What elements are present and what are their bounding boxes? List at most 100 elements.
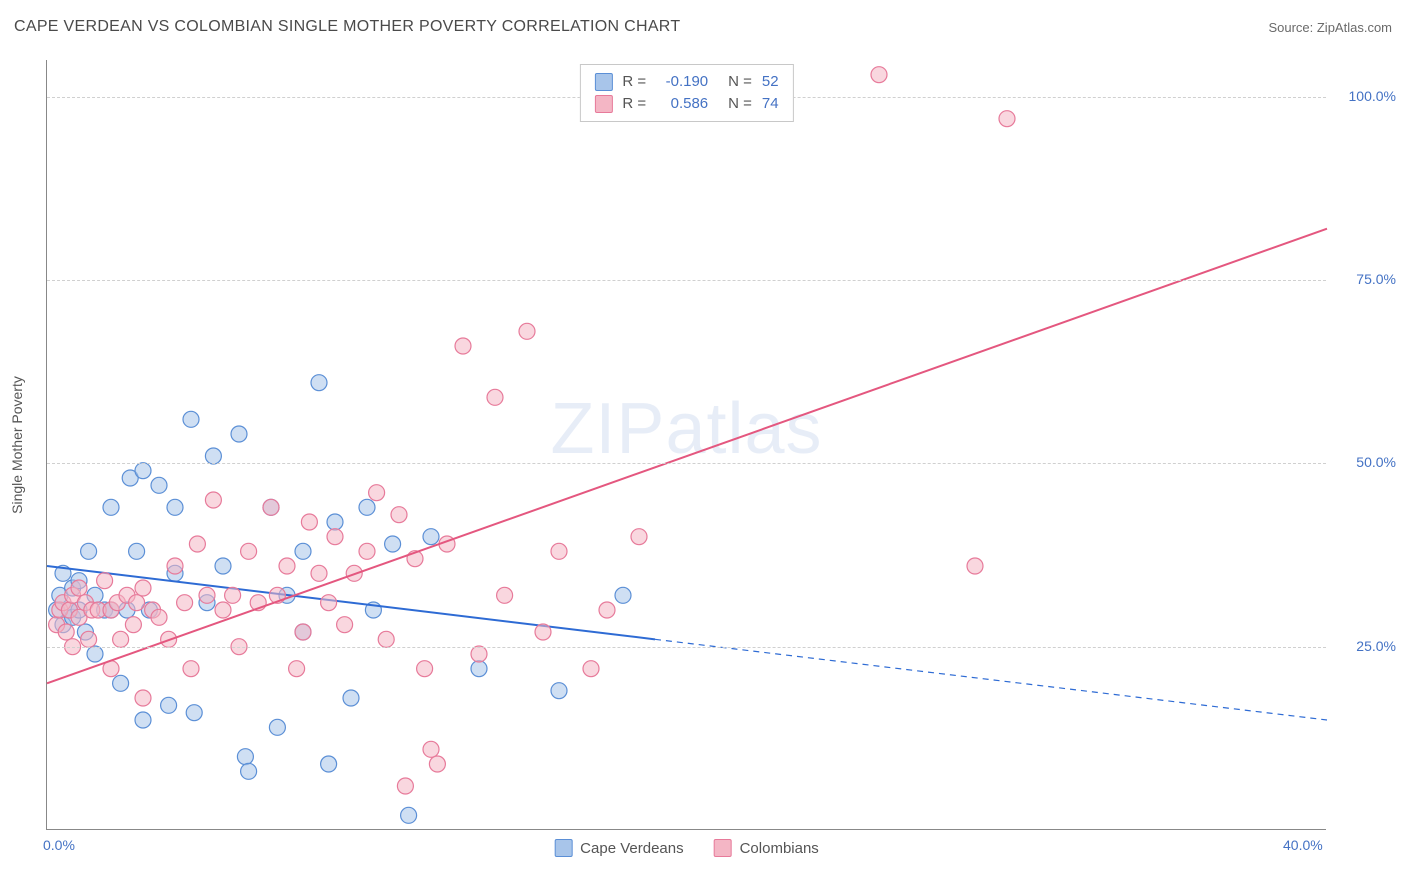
data-point bbox=[215, 602, 231, 618]
legend-swatch-icon bbox=[594, 95, 612, 113]
legend-swatch-icon bbox=[554, 839, 572, 857]
legend-swatch-icon bbox=[594, 73, 612, 91]
gridline bbox=[47, 647, 1326, 648]
data-point bbox=[999, 111, 1015, 127]
data-point bbox=[471, 661, 487, 677]
data-point bbox=[551, 543, 567, 559]
n-label: N = bbox=[728, 93, 752, 115]
data-point bbox=[87, 646, 103, 662]
data-point bbox=[177, 595, 193, 611]
y-tick-label: 75.0% bbox=[1336, 271, 1396, 287]
data-point bbox=[295, 543, 311, 559]
data-point bbox=[311, 375, 327, 391]
data-point bbox=[378, 631, 394, 647]
legend-swatch-icon bbox=[714, 839, 732, 857]
data-point bbox=[321, 756, 337, 772]
r-value: 0.586 bbox=[656, 93, 708, 115]
data-point bbox=[135, 712, 151, 728]
r-label: R = bbox=[622, 93, 646, 115]
data-point bbox=[167, 558, 183, 574]
data-point bbox=[225, 587, 241, 603]
data-point bbox=[129, 543, 145, 559]
data-point bbox=[81, 631, 97, 647]
data-point bbox=[135, 463, 151, 479]
data-point bbox=[295, 624, 311, 640]
legend-correlation: R = -0.190 N = 52 R = 0.586 N = 74 bbox=[579, 64, 793, 122]
trend-line bbox=[47, 229, 1327, 684]
source-label: Source: ZipAtlas.com bbox=[1268, 20, 1392, 35]
data-point bbox=[497, 587, 513, 603]
n-label: N = bbox=[728, 71, 752, 93]
data-point bbox=[151, 609, 167, 625]
data-point bbox=[519, 323, 535, 339]
data-point bbox=[161, 697, 177, 713]
data-point bbox=[423, 529, 439, 545]
data-point bbox=[129, 595, 145, 611]
data-point bbox=[189, 536, 205, 552]
data-point bbox=[391, 507, 407, 523]
data-point bbox=[199, 587, 215, 603]
r-label: R = bbox=[622, 71, 646, 93]
legend-label: Cape Verdeans bbox=[580, 840, 683, 857]
data-point bbox=[471, 646, 487, 662]
plot-area: Single Mother Poverty ZIPatlas R = -0.19… bbox=[46, 60, 1326, 830]
data-point bbox=[551, 683, 567, 699]
gridline bbox=[47, 280, 1326, 281]
data-point bbox=[231, 426, 247, 442]
data-point bbox=[151, 477, 167, 493]
data-point bbox=[205, 492, 221, 508]
data-point bbox=[359, 499, 375, 515]
data-point bbox=[215, 558, 231, 574]
x-tick-label: 0.0% bbox=[43, 837, 75, 853]
data-point bbox=[583, 661, 599, 677]
legend-row: R = -0.190 N = 52 bbox=[594, 71, 778, 93]
data-point bbox=[385, 536, 401, 552]
data-point bbox=[103, 499, 119, 515]
y-tick-label: 25.0% bbox=[1336, 638, 1396, 654]
legend-item: Cape Verdeans bbox=[554, 839, 683, 857]
trend-line-dashed bbox=[655, 639, 1327, 720]
data-point bbox=[455, 338, 471, 354]
data-point bbox=[135, 690, 151, 706]
data-point bbox=[183, 411, 199, 427]
data-point bbox=[183, 661, 199, 677]
x-tick-label: 40.0% bbox=[1283, 837, 1323, 853]
data-point bbox=[599, 602, 615, 618]
data-point bbox=[167, 499, 183, 515]
data-point bbox=[535, 624, 551, 640]
data-point bbox=[615, 587, 631, 603]
data-point bbox=[311, 565, 327, 581]
data-point bbox=[631, 529, 647, 545]
n-value: 52 bbox=[762, 71, 779, 93]
r-value: -0.190 bbox=[656, 71, 708, 93]
chart-title: CAPE VERDEAN VS COLOMBIAN SINGLE MOTHER … bbox=[14, 18, 680, 36]
title-bar: CAPE VERDEAN VS COLOMBIAN SINGLE MOTHER … bbox=[14, 18, 1392, 36]
y-axis-label: Single Mother Poverty bbox=[9, 376, 25, 514]
data-point bbox=[186, 705, 202, 721]
data-point bbox=[58, 624, 74, 640]
data-point bbox=[263, 499, 279, 515]
data-point bbox=[327, 514, 343, 530]
n-value: 74 bbox=[762, 93, 779, 115]
legend-row: R = 0.586 N = 74 bbox=[594, 93, 778, 115]
data-point bbox=[81, 543, 97, 559]
data-point bbox=[279, 558, 295, 574]
data-point bbox=[967, 558, 983, 574]
gridline bbox=[47, 463, 1326, 464]
data-point bbox=[113, 631, 129, 647]
data-point bbox=[487, 389, 503, 405]
data-point bbox=[301, 514, 317, 530]
data-point bbox=[113, 675, 129, 691]
scatter-svg bbox=[47, 60, 1326, 829]
data-point bbox=[237, 749, 253, 765]
legend-item: Colombians bbox=[714, 839, 819, 857]
data-point bbox=[337, 617, 353, 633]
data-point bbox=[401, 807, 417, 823]
data-point bbox=[71, 580, 87, 596]
data-point bbox=[327, 529, 343, 545]
data-point bbox=[241, 763, 257, 779]
data-point bbox=[97, 573, 113, 589]
y-tick-label: 100.0% bbox=[1336, 88, 1396, 104]
data-point bbox=[423, 741, 439, 757]
data-point bbox=[321, 595, 337, 611]
